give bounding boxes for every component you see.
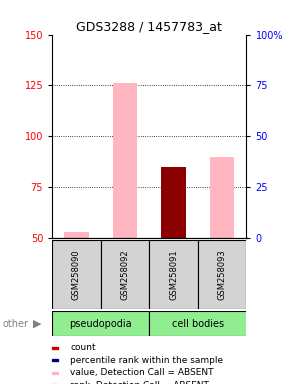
- Bar: [113, 83, 137, 238]
- Text: cell bodies: cell bodies: [172, 318, 224, 329]
- Bar: [149, 311, 246, 336]
- Text: GSM258090: GSM258090: [72, 249, 81, 300]
- Text: GSM258093: GSM258093: [218, 249, 227, 300]
- Bar: [52, 372, 57, 374]
- Bar: [198, 240, 246, 309]
- Bar: [149, 240, 198, 309]
- Text: count: count: [70, 344, 96, 353]
- Bar: [162, 167, 186, 238]
- Text: value, Detection Call = ABSENT: value, Detection Call = ABSENT: [70, 369, 213, 377]
- Bar: [210, 157, 234, 238]
- Text: GSM258092: GSM258092: [121, 249, 130, 300]
- Text: pseudopodia: pseudopodia: [70, 318, 132, 329]
- Text: GSM258091: GSM258091: [169, 249, 178, 300]
- Bar: [52, 240, 101, 309]
- Text: rank, Detection Call = ABSENT: rank, Detection Call = ABSENT: [70, 381, 209, 384]
- Bar: [101, 240, 149, 309]
- Bar: [52, 347, 57, 349]
- Title: GDS3288 / 1457783_at: GDS3288 / 1457783_at: [76, 20, 222, 33]
- Bar: [64, 232, 89, 238]
- Text: percentile rank within the sample: percentile rank within the sample: [70, 356, 223, 365]
- Bar: [52, 311, 149, 336]
- Bar: [52, 359, 57, 361]
- Text: other: other: [3, 318, 29, 329]
- Text: ▶: ▶: [33, 318, 42, 329]
